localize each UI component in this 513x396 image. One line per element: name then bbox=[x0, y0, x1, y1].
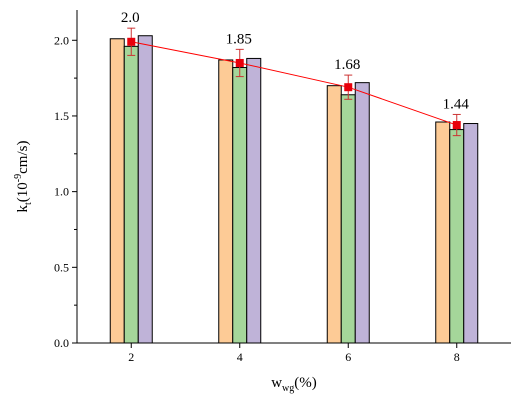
bar-s1-6 bbox=[326, 85, 342, 344]
bar-s1-2 bbox=[109, 38, 125, 344]
bar-s3-8 bbox=[463, 123, 479, 344]
bar-s3-4 bbox=[246, 57, 262, 344]
bar-s2-4 bbox=[232, 67, 248, 344]
bar-s2-2 bbox=[123, 45, 139, 344]
bars-layer bbox=[109, 35, 479, 344]
data-label: 1.85 bbox=[226, 31, 252, 47]
y-tick-label: 1.0 bbox=[54, 185, 69, 199]
mean-marker bbox=[235, 58, 244, 67]
mean-marker bbox=[127, 37, 136, 46]
mean-trend-line bbox=[131, 41, 457, 126]
bar-s1-4 bbox=[218, 59, 234, 344]
y-tick-label: 2.0 bbox=[54, 33, 69, 47]
bar-s2-8 bbox=[449, 129, 465, 344]
bar-s2-6 bbox=[340, 94, 356, 344]
x-axis-label: wwg(%) bbox=[271, 375, 317, 394]
data-label: 1.68 bbox=[334, 57, 360, 73]
x-tick-label: 2 bbox=[128, 350, 134, 364]
bar-s1-8 bbox=[435, 121, 451, 344]
mean-marker bbox=[452, 121, 461, 130]
axes-layer bbox=[76, 10, 511, 344]
data-label: 2.0 bbox=[121, 10, 140, 26]
y-axis-label: kt(10-9cm/s) bbox=[13, 141, 34, 213]
x-tick-label: 8 bbox=[454, 350, 460, 364]
mean-trend-layer bbox=[127, 27, 461, 137]
data-label: 1.44 bbox=[443, 96, 470, 112]
y-tick-label: 1.5 bbox=[54, 109, 69, 123]
x-ticks: 2 4 6 8 bbox=[128, 343, 460, 364]
x-tick-label: 4 bbox=[237, 350, 243, 364]
x-tick-label: 6 bbox=[345, 350, 351, 364]
y-ticks: 0.0 0.5 1.0 1.5 2.0 bbox=[54, 33, 77, 350]
y-tick-label: 0.0 bbox=[54, 336, 69, 350]
bar-s3-6 bbox=[354, 82, 370, 344]
y-tick-label: 0.5 bbox=[54, 260, 69, 274]
mean-marker bbox=[344, 83, 353, 92]
data-labels: 2.0 1.85 1.68 1.44 bbox=[121, 10, 470, 112]
bar-s3-2 bbox=[137, 35, 153, 344]
